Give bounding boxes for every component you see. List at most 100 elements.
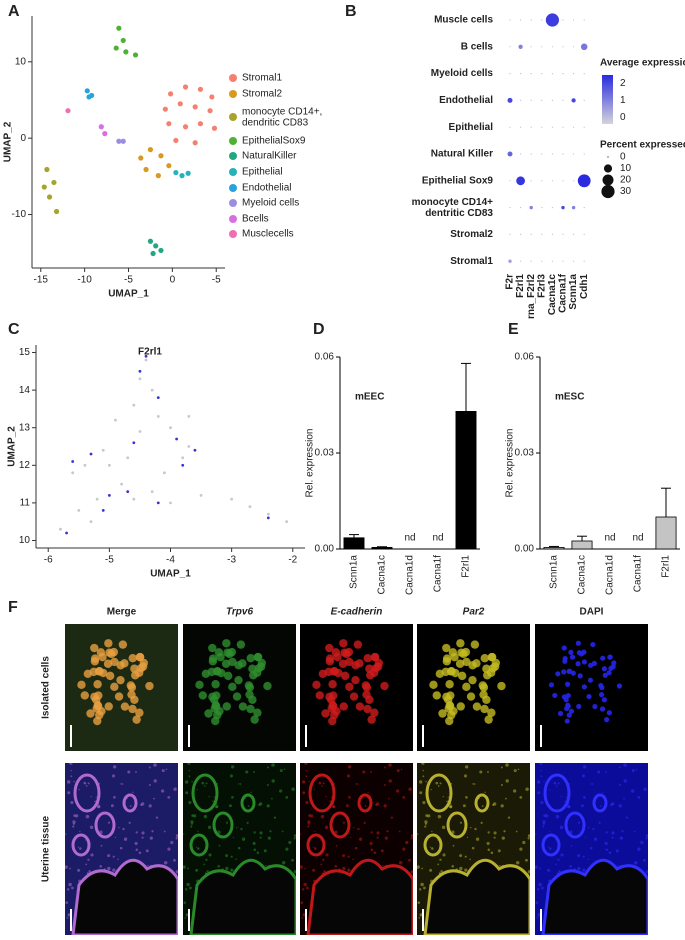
speck [68, 882, 72, 887]
y-axis-label: UMAP_2 [7, 426, 18, 467]
speck [439, 858, 442, 861]
x-tick-label: Cacna1d [605, 555, 616, 595]
speck [347, 868, 351, 872]
speck [183, 901, 187, 904]
speck [205, 858, 208, 861]
dot [541, 99, 543, 101]
point [65, 108, 71, 114]
speck [643, 858, 646, 862]
y-axis-label: UMAP_2 [3, 121, 14, 162]
speck [487, 771, 489, 774]
value-label: nd [604, 533, 615, 544]
point [162, 106, 168, 112]
speck [184, 780, 189, 784]
speck [72, 822, 75, 825]
speck [97, 805, 100, 809]
text-line: monocyte CD14+ [412, 197, 494, 208]
point [102, 131, 108, 137]
point [59, 527, 62, 531]
speck [208, 796, 210, 798]
speck [132, 791, 134, 794]
cell [130, 695, 139, 704]
dot [562, 46, 564, 48]
speck [65, 865, 68, 869]
dot [530, 153, 532, 155]
cell [442, 643, 451, 653]
point [147, 147, 154, 153]
legend-label: Musclecells [242, 229, 294, 240]
point [209, 94, 215, 100]
speck [591, 783, 594, 785]
point [169, 426, 172, 430]
size-key [603, 164, 613, 173]
dot [562, 260, 564, 262]
speck [543, 780, 545, 783]
legend-label: Myeloid cells [242, 198, 299, 209]
speck [515, 830, 518, 833]
point [132, 497, 136, 501]
speck [167, 795, 171, 799]
speck [615, 849, 619, 853]
cell [447, 666, 456, 676]
speck [72, 825, 75, 828]
cell [575, 661, 581, 667]
micrograph [300, 624, 413, 751]
speck [370, 848, 374, 851]
speck [66, 916, 69, 919]
point [150, 388, 154, 392]
speck [183, 833, 185, 835]
speck [484, 791, 486, 794]
x-tick-label: -2 [288, 555, 297, 566]
gland [308, 773, 336, 813]
dot [516, 176, 525, 186]
cell [116, 675, 125, 685]
x-tick-label: F2rl1 [661, 555, 672, 578]
speck [301, 916, 304, 919]
speck [588, 826, 590, 829]
dot [551, 99, 554, 101]
cell [466, 692, 476, 701]
speck [505, 779, 509, 783]
speck [625, 816, 629, 819]
cell [482, 664, 491, 673]
speck [293, 834, 296, 838]
point [179, 173, 185, 179]
legend-swatch [229, 137, 237, 145]
speck [79, 830, 81, 832]
cell [604, 717, 610, 723]
speck [422, 801, 426, 805]
point [166, 121, 172, 127]
y-tick-label: 0.00 [515, 544, 535, 555]
speck [618, 784, 621, 787]
speck [400, 768, 403, 771]
x-tick-label: -5 [212, 275, 221, 286]
cell [445, 680, 454, 689]
dot [561, 205, 565, 210]
cell [370, 652, 380, 662]
speck [70, 801, 74, 805]
speck [148, 804, 152, 808]
gland [94, 811, 116, 839]
size-tick-label: 10 [620, 163, 632, 174]
cell [355, 702, 365, 711]
dot [551, 73, 554, 75]
gene-label: F2rl3 [536, 274, 547, 298]
speck [155, 816, 159, 819]
cell [462, 682, 471, 692]
cell [581, 684, 587, 690]
cell [131, 671, 140, 680]
speck [117, 858, 119, 860]
cell [312, 680, 321, 690]
speck [537, 791, 541, 795]
speck [281, 860, 286, 865]
speck [421, 763, 425, 765]
cell [608, 665, 614, 671]
cell [432, 691, 441, 700]
speck [112, 855, 115, 858]
panel-label: B [345, 3, 357, 20]
gene-label: F2rl1 [515, 274, 526, 298]
cell [456, 639, 465, 648]
speck [364, 805, 367, 808]
dot [562, 153, 564, 155]
micrograph [300, 763, 413, 935]
